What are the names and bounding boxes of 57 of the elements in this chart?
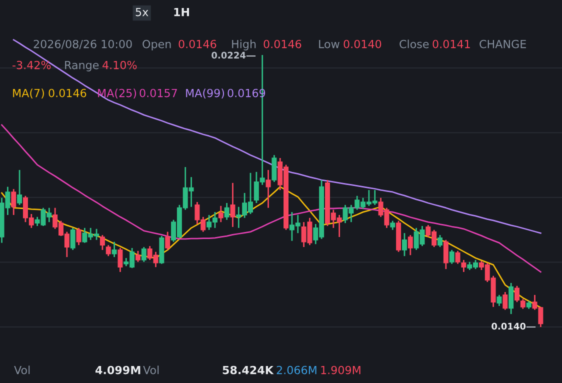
annotation: 0.0146 <box>48 88 86 98</box>
annotation: 0.0157 <box>140 88 177 98</box>
candlestick <box>135 250 140 263</box>
annotation: 2026/08/26 10:00 <box>34 40 132 50</box>
candlestick <box>118 247 123 273</box>
candlestick <box>224 202 230 221</box>
annotation: Vol <box>14 366 30 374</box>
candlestick <box>508 282 514 315</box>
annotation: 2.066M <box>276 366 316 374</box>
candlestick <box>76 227 82 246</box>
candlestick <box>438 234 442 248</box>
candlestick <box>165 231 170 251</box>
candlestick <box>496 294 502 307</box>
candlestick <box>402 232 407 257</box>
candlestick <box>70 227 76 251</box>
candlestick <box>514 285 520 303</box>
candlestick <box>141 246 146 263</box>
annotation: 58.424K <box>222 366 274 374</box>
annotation: 5x <box>136 8 148 16</box>
annotation: Open <box>142 40 171 50</box>
candlestick <box>272 154 277 183</box>
annotation: 1.909M <box>321 366 360 374</box>
annotation: -3.42% <box>12 60 51 70</box>
candlestick <box>390 220 396 231</box>
annotation: High <box>232 40 256 50</box>
annotation: 1H <box>174 8 190 16</box>
candlestick <box>218 205 224 223</box>
annotation: 0.0140 <box>344 40 382 48</box>
annotation: 0.0146 <box>264 40 302 48</box>
candlestick <box>230 182 236 228</box>
annotation: 0.0140 <box>492 322 526 330</box>
text: MA(25) <box>98 88 136 99</box>
candlestick <box>408 234 413 256</box>
annotation: 0.0224 <box>212 52 246 59</box>
candlestick <box>106 244 111 257</box>
annotation: 4.099M <box>96 366 140 374</box>
candlestick <box>112 241 117 258</box>
annotation: 0.0146 <box>178 40 216 48</box>
candlestick <box>11 188 16 216</box>
candlestick <box>266 169 271 209</box>
annotation: Low <box>319 40 340 48</box>
annotation: Close <box>400 40 429 48</box>
annotation: 4.10% <box>102 60 137 70</box>
annotation: CHANGE <box>480 40 526 48</box>
text: MA(7) <box>13 88 44 99</box>
candlestick <box>100 234 105 251</box>
candlestick <box>17 169 22 206</box>
candlestick <box>449 249 454 265</box>
annotation: Vol <box>143 366 159 374</box>
candlestick <box>443 239 448 270</box>
candlestick <box>502 291 508 311</box>
annotation: 0.0141 <box>432 40 470 48</box>
candlestick <box>455 250 460 265</box>
candlestick <box>520 298 526 310</box>
text: MA(99) <box>186 88 224 99</box>
annotation: Range <box>65 60 99 72</box>
candlestick <box>461 259 466 273</box>
